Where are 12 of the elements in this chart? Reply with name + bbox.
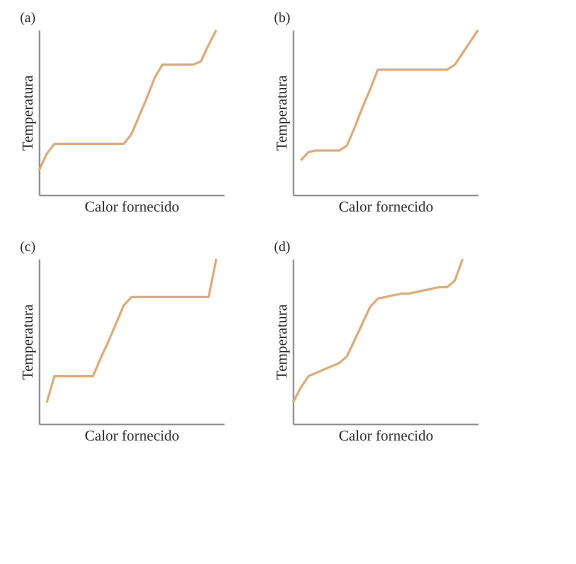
x-axis-title: Calor fornecido bbox=[84, 200, 180, 216]
x-axis-title: Calor fornecido bbox=[338, 200, 434, 216]
y-axis-title: Temperatura bbox=[274, 304, 290, 380]
x-axis-title: Calor fornecido bbox=[338, 428, 434, 444]
chart-title: (c) bbox=[20, 240, 36, 255]
y-axis-title: Temperatura bbox=[20, 304, 36, 380]
x-axis-title: Calor fornecido bbox=[84, 428, 180, 444]
y-axis-title: Temperatura bbox=[20, 74, 36, 151]
chart-title: (b) bbox=[274, 10, 291, 26]
chart-title: (a) bbox=[20, 10, 36, 26]
chart-title: (d) bbox=[274, 240, 291, 255]
y-axis-title: Temperatura bbox=[274, 74, 290, 151]
